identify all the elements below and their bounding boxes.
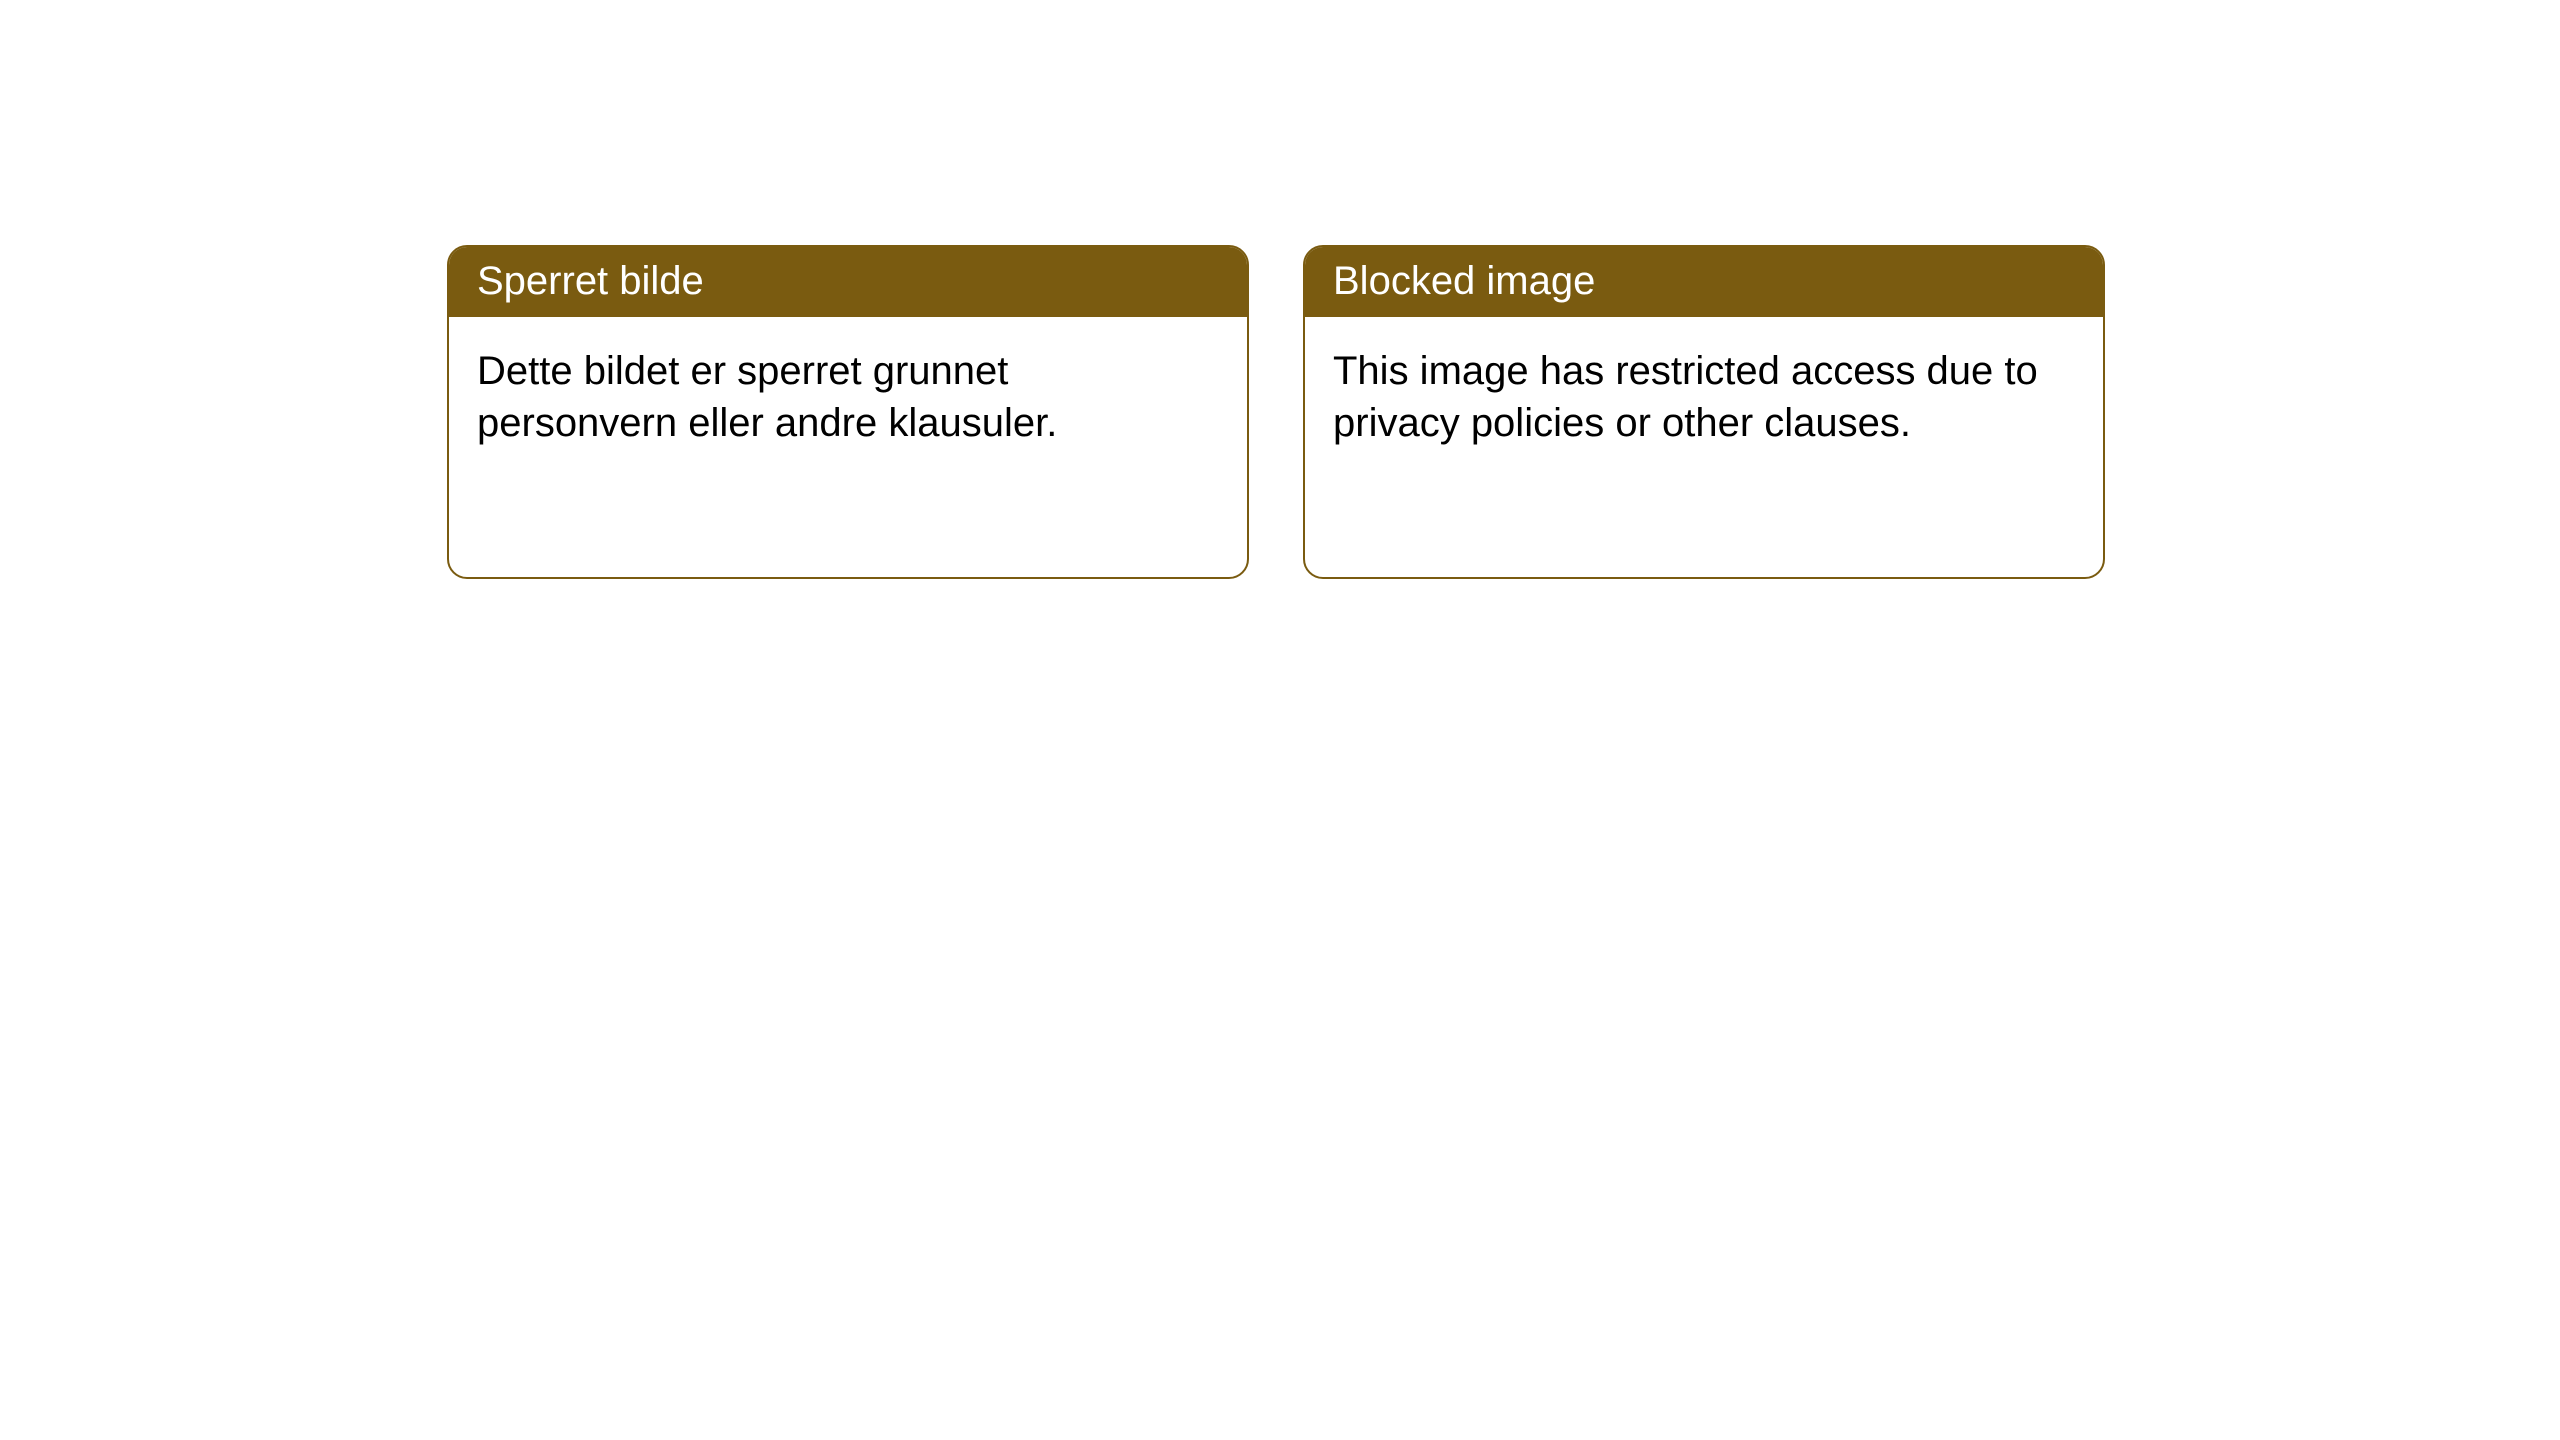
card-header: Sperret bilde bbox=[449, 247, 1247, 317]
card-header: Blocked image bbox=[1305, 247, 2103, 317]
notice-card-norwegian: Sperret bilde Dette bildet er sperret gr… bbox=[447, 245, 1249, 579]
notice-card-english: Blocked image This image has restricted … bbox=[1303, 245, 2105, 579]
card-body: This image has restricted access due to … bbox=[1305, 317, 2103, 477]
notice-cards-container: Sperret bilde Dette bildet er sperret gr… bbox=[447, 245, 2105, 579]
card-body: Dette bildet er sperret grunnet personve… bbox=[449, 317, 1247, 477]
